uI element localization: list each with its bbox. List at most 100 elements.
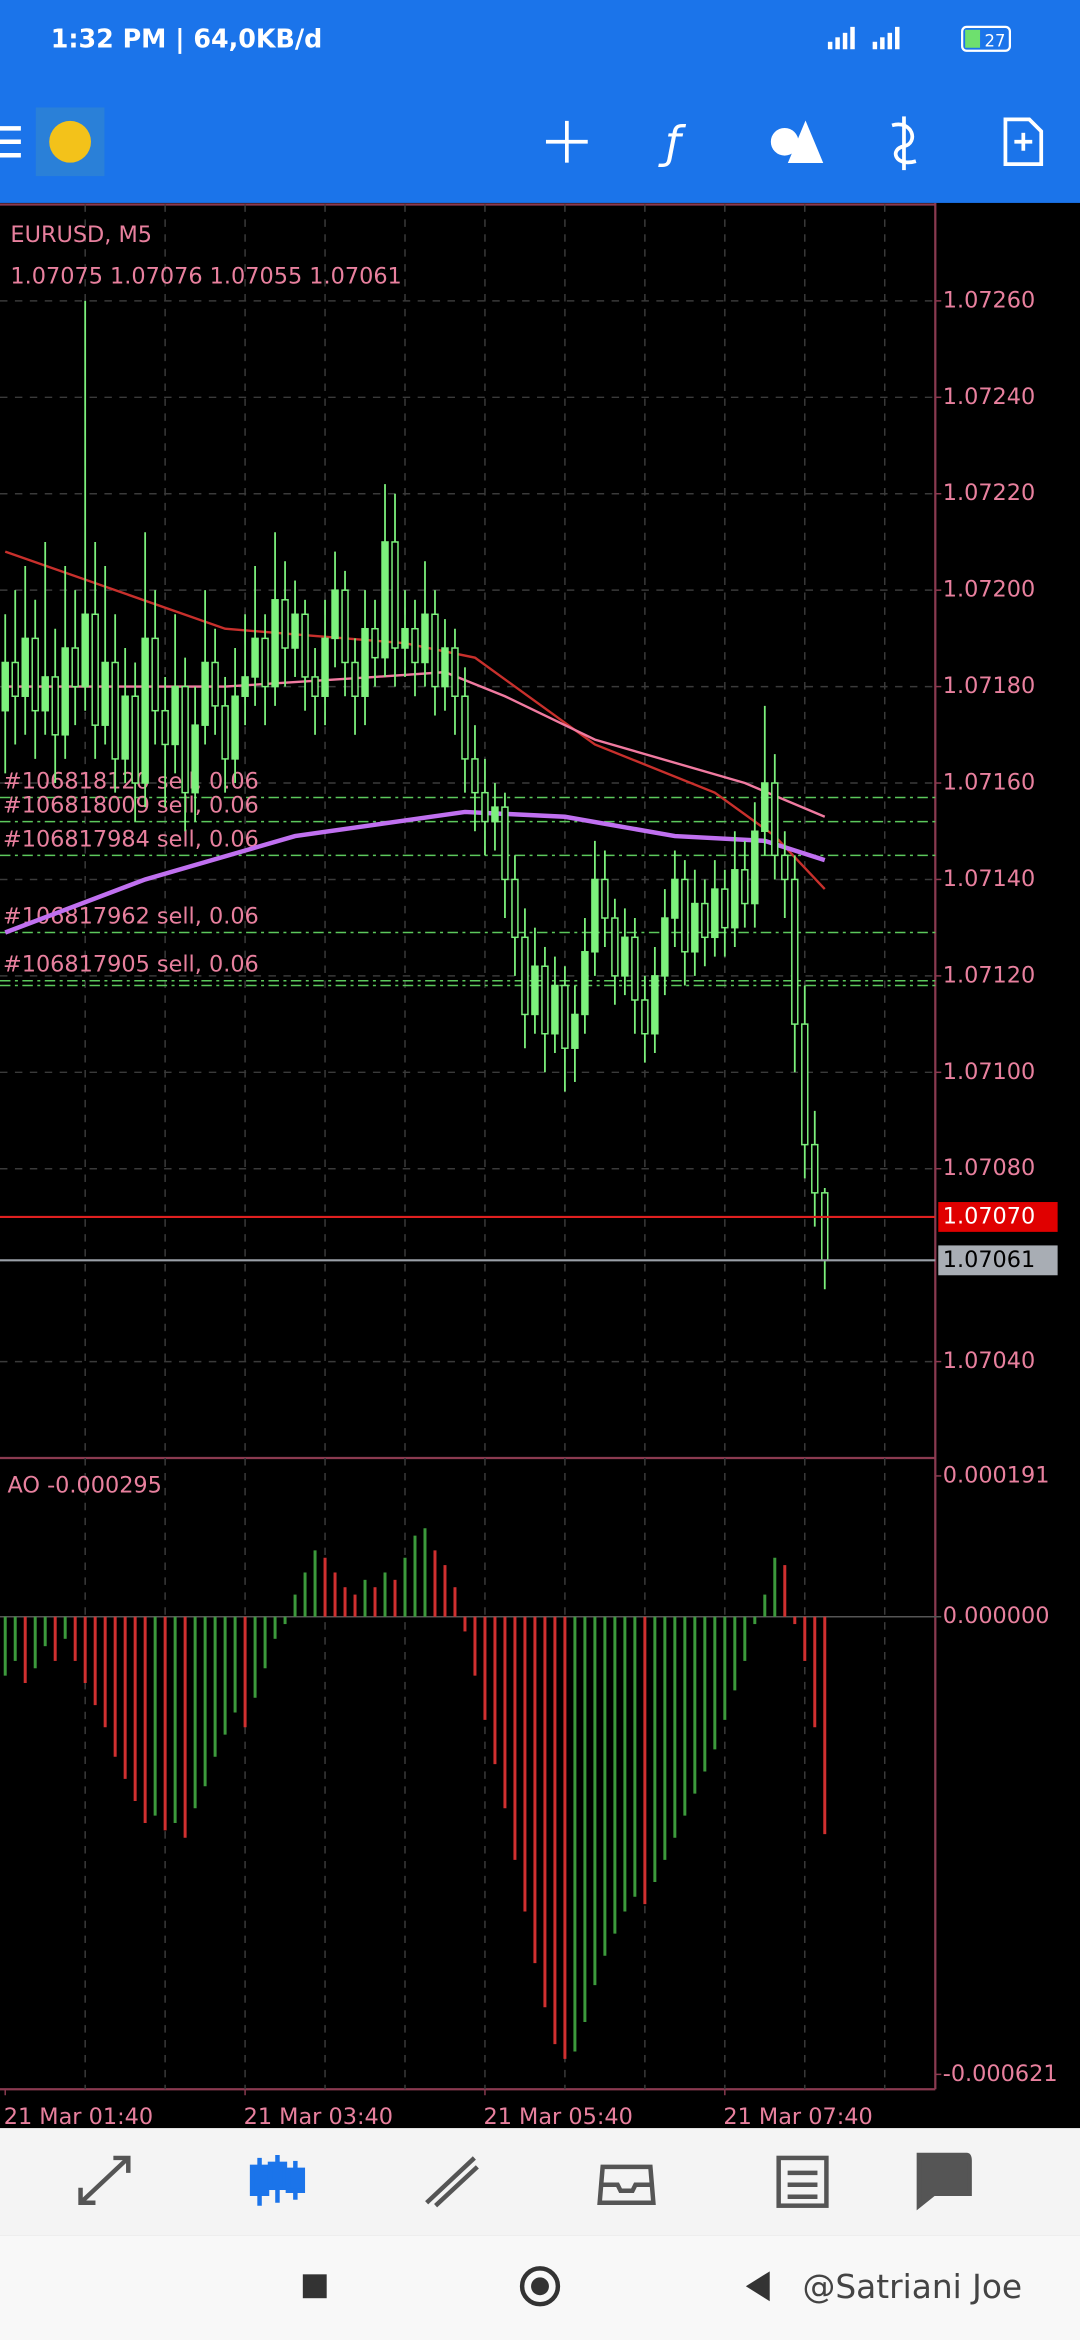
menu-icon[interactable] xyxy=(0,126,21,158)
candle-body xyxy=(741,869,749,905)
candle-body xyxy=(401,627,409,649)
trade-tab[interactable] xyxy=(425,2156,479,2208)
price-tick-label: 1.07100 xyxy=(943,1059,1036,1085)
watermark: @Satriani Joe xyxy=(803,2268,1023,2306)
candle-body xyxy=(621,936,629,977)
recent-button[interactable] xyxy=(302,2274,327,2299)
candle-body xyxy=(711,888,719,939)
candle-body xyxy=(731,869,739,929)
battery xyxy=(961,25,1012,52)
objects-button[interactable] xyxy=(770,120,824,164)
battery-level xyxy=(965,29,981,48)
candle-body xyxy=(231,695,239,760)
candle-body xyxy=(601,878,609,919)
candle-body xyxy=(671,878,679,919)
plot: 1.07260 1.07240 1.07220 1.07200 1.07180 1.071… xyxy=(0,204,1058,2130)
home-button[interactable] xyxy=(519,2266,561,2307)
indicator-title: AO -0.000295 xyxy=(7,1472,161,1498)
candle-body xyxy=(641,999,649,1035)
nav-icons xyxy=(78,2152,972,2211)
price-tick-label: 1.07200 xyxy=(943,577,1036,603)
time-label: 21 Mar 05:40 xyxy=(483,2104,632,2130)
candle-body xyxy=(591,878,599,953)
candle-body xyxy=(281,599,289,649)
candle-body xyxy=(271,599,279,688)
candle-body xyxy=(791,878,799,1025)
candle-body xyxy=(331,589,339,640)
candle-body xyxy=(821,1192,829,1262)
price-tick-label: 1.07260 xyxy=(943,287,1036,313)
time-label: 21 Mar 01:40 xyxy=(4,2104,153,2130)
candle-body xyxy=(251,637,259,678)
candle-body xyxy=(511,878,519,939)
candle-body xyxy=(351,661,359,697)
moving-average xyxy=(4,809,826,935)
candle-body xyxy=(701,902,709,939)
candle-body xyxy=(51,676,59,736)
back-button[interactable] xyxy=(745,2271,770,2302)
chat-tab[interactable] xyxy=(916,2152,972,2211)
candle-body xyxy=(21,637,29,697)
candle-body xyxy=(501,806,509,881)
candle-body xyxy=(581,951,589,1016)
candle-body xyxy=(101,661,109,726)
order-label: #106818009 sell, 0.06 xyxy=(3,793,259,819)
crosshair-button[interactable] xyxy=(545,120,588,163)
trade-button[interactable] xyxy=(891,116,917,171)
quotes-tab[interactable] xyxy=(78,2155,131,2205)
candle-body xyxy=(451,647,459,697)
time-label: 21 Mar 03:40 xyxy=(244,2104,393,2130)
signal-icons xyxy=(827,26,900,50)
time-label: 21 Mar 07:40 xyxy=(723,2104,872,2130)
candle-body xyxy=(131,695,139,784)
candle-body xyxy=(681,878,689,953)
home-dot xyxy=(531,2277,549,2296)
ao-tick-label: 0.000000 xyxy=(943,1603,1050,1629)
candle-body xyxy=(261,637,269,688)
chart-tab[interactable] xyxy=(249,2154,306,2206)
ao-tick-label: -0.000621 xyxy=(943,2061,1058,2087)
candle-body xyxy=(481,791,489,823)
price-tick-label: 1.07240 xyxy=(943,384,1036,410)
history-tab[interactable] xyxy=(597,2164,656,2205)
candle-body xyxy=(611,917,619,977)
candle-body xyxy=(381,541,389,659)
app-logo-mark xyxy=(49,120,91,163)
candle-body xyxy=(171,685,179,746)
candle-body xyxy=(631,936,639,1001)
order-label: #106817984 sell, 0.06 xyxy=(3,826,259,852)
candle-body xyxy=(421,613,429,664)
price-tick-label: 1.07160 xyxy=(943,770,1036,796)
candle-body xyxy=(691,902,699,953)
ao-tick-label: 0.000191 xyxy=(943,1462,1050,1488)
candle-body xyxy=(771,782,779,857)
candle-body xyxy=(551,984,559,1035)
moving-average xyxy=(5,670,826,818)
candle-body xyxy=(521,936,529,1016)
candle-body xyxy=(201,661,209,726)
candle-body xyxy=(361,627,369,697)
candle-body xyxy=(191,724,199,794)
candle-body xyxy=(341,589,349,664)
candle-body xyxy=(151,637,159,712)
candle-body xyxy=(461,695,469,760)
ask-badge xyxy=(938,1202,1058,1232)
app-header xyxy=(0,0,1080,203)
candle-body xyxy=(561,984,569,1049)
candle-body xyxy=(61,647,69,736)
order-label: #106818120 sell, 0.06 xyxy=(3,769,259,795)
battery-text: 27 xyxy=(985,31,1006,50)
candle-body xyxy=(391,541,399,649)
news-tab[interactable] xyxy=(776,2155,829,2208)
ask-label: 1.07070 xyxy=(943,1203,1036,1229)
bid-label: 1.07061 xyxy=(943,1247,1036,1273)
candle-body xyxy=(371,627,379,659)
candle-body xyxy=(571,1013,579,1049)
new-order-button[interactable] xyxy=(1003,117,1044,167)
candle-body xyxy=(751,830,759,905)
candle-body xyxy=(211,661,219,707)
candle-body xyxy=(311,676,319,697)
price-tick-label: 1.07120 xyxy=(943,962,1036,988)
candle-body xyxy=(71,647,79,688)
candle-body xyxy=(121,695,129,760)
